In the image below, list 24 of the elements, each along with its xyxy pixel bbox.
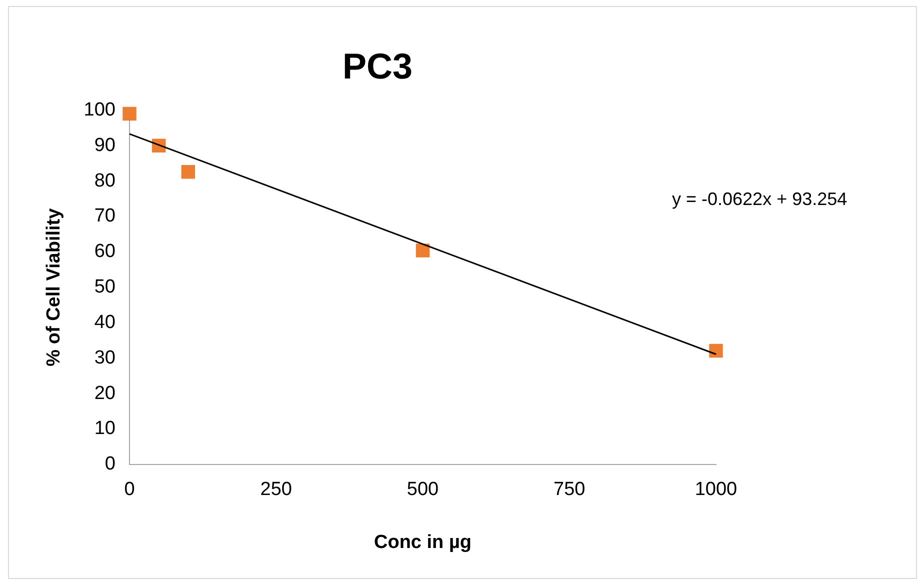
point [709,344,723,358]
x-tick-label: 750 [554,479,586,500]
chart-title: PC3 [342,46,413,87]
x-tick-label: 0 [124,479,135,500]
x-tick-label: 250 [260,479,292,500]
x-tick-label: 500 [406,479,439,500]
y-tick-label: 40 [94,312,116,333]
y-tick-label: 50 [94,276,116,298]
y-tick-label: 20 [94,382,116,404]
point [181,164,196,179]
x-axis-title: Conc in µg [374,532,472,553]
y-axis-title: % of Cell Viability [44,208,65,366]
y-tick-label: 80 [94,170,116,192]
x-tick-label: 1000 [694,479,738,500]
y-tick-label: 100 [84,99,116,120]
y-tick-label: 70 [94,206,116,227]
annotation: y = -0.0622x + 93.254 [672,189,848,210]
y-tick-label: 30 [94,347,116,368]
y-tick-label: 10 [94,418,116,440]
y-tick-label: 90 [94,134,116,156]
point [416,244,430,258]
point [122,106,136,121]
y-tick-label: 60 [94,241,116,262]
y-tick-label: 0 [104,454,116,475]
